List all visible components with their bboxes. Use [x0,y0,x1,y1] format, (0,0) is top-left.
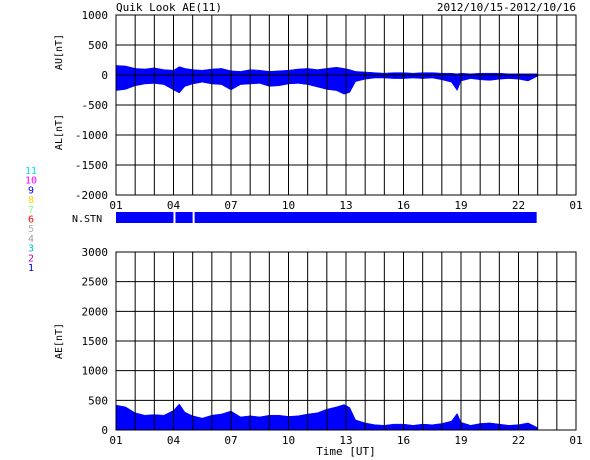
station-count-legend-label: 5 [28,224,34,235]
au-al-frame [115,14,577,196]
ae-frame [115,251,577,431]
station-coverage-bar [116,212,174,223]
au-al-ytick-label: -2000 [75,189,108,202]
station-bar-layer [116,212,537,223]
ae-grid [116,252,576,430]
ae-xtick-label: 22 [512,434,525,447]
station-count-legend-label: 8 [28,195,34,206]
ae-yticks: 3000 2500 2000 1500 1000 500 0 [82,246,109,437]
station-count-legend-label: 3 [28,244,34,255]
al-axis-label: AL[nT] [54,114,65,150]
ae-ytick-label: 0 [101,424,108,437]
au-al-ytick-label: 1000 [82,9,109,22]
au-al-ytick-label: -1000 [75,129,108,142]
station-count-panel: N.STN [72,212,537,225]
ae-xtick-label: 19 [454,434,467,447]
ae-panel: 3000 2500 2000 1500 1000 500 0 01 04 07 10 13 16 19 2… [54,246,583,458]
ae-xtick-label: 04 [167,434,181,447]
au-al-xtick-label: 04 [167,199,181,212]
au-al-xtick-label: 19 [454,199,467,212]
station-count-legend-label: 6 [28,215,34,226]
station-count-legend-label: 1 [28,263,34,274]
au-al-xtick-label: 01 [569,199,582,212]
au-axis-label: AU[nT] [54,34,65,70]
au-al-xtick-label: 13 [339,199,352,212]
au-al-xtick-label: 07 [224,199,237,212]
ae-ytick-label: 2000 [82,305,109,318]
station-count-legend-label: 9 [28,185,34,196]
au-al-ytick-label: -1500 [75,159,108,172]
station-count-legend-label: 11 [25,166,37,177]
ae-xtick-label: 01 [569,434,582,447]
au-al-ytick-label: 500 [88,39,108,52]
station-count-legend-label: 7 [28,205,34,216]
station-count-legend-label: 4 [28,234,34,245]
ae-xtick-label: 10 [282,434,295,447]
ae-ytick-label: 1000 [82,365,109,378]
ae-xtick-label: 16 [397,434,410,447]
au-al-ytick-label: 0 [101,69,108,82]
station-coverage-bar [194,212,537,223]
ae-xtick-label: 01 [109,434,122,447]
station-coverage-bar [175,212,193,223]
ae-ytick-label: 1500 [82,335,109,348]
au-al-grid [116,15,576,195]
au-al-ytick-label: -500 [82,99,109,112]
date-range: 2012/10/15-2012/10/16 [437,1,576,14]
ae-ytick-label: 3000 [82,246,109,259]
ae-axis-label: AE[nT] [54,323,65,359]
chart-title: Quik Look AE(11) [116,1,222,14]
au-al-xtick-label: 16 [397,199,410,212]
time-axis-label: Time [UT] [316,445,376,458]
station-count-legend-label: 2 [28,253,34,264]
ae-xticks: 01 04 07 10 13 16 19 22 01 [109,434,582,447]
ae-ytick-label: 500 [88,394,108,407]
station-count-legend-label: 10 [25,176,37,187]
n-stn-label: N.STN [72,214,102,225]
au-al-panel: 1000 500 0 -500 -1000 -1500 -2000 01 04 07 10 13 16… [54,9,583,212]
au-al-xticks: 01 04 07 10 13 16 19 22 01 [109,199,582,212]
ae-xtick-label: 13 [339,434,352,447]
au-al-xtick-label: 01 [109,199,122,212]
ae-xtick-label: 07 [224,434,237,447]
au-al-yticks: 1000 500 0 -500 -1000 -1500 -2000 [75,9,108,202]
au-al-xtick-label: 10 [282,199,295,212]
au-al-xtick-label: 22 [512,199,525,212]
ae-ytick-label: 2500 [82,276,109,289]
